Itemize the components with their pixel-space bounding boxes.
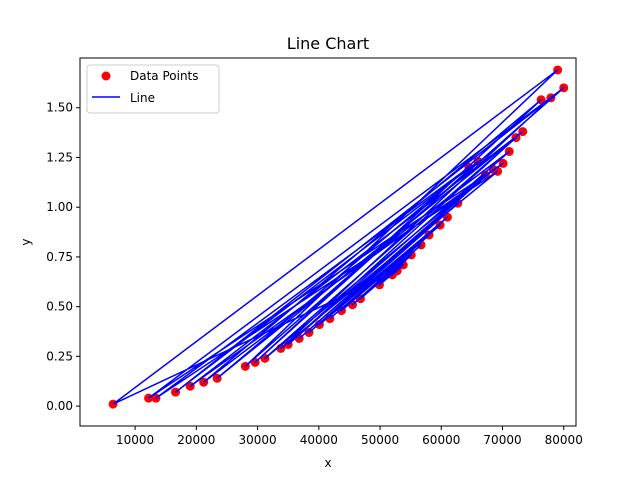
y-tick-label: 0.50 (46, 300, 73, 314)
legend-box (86, 64, 220, 114)
y-tick-label: 0.75 (46, 250, 73, 264)
x-axis-label: x (324, 456, 331, 470)
legend: Data Points Line (86, 64, 220, 114)
plot-frame (79, 57, 577, 427)
x-tick-label: 30000 (238, 433, 276, 447)
series-line (112, 69, 565, 405)
x-axis: 10000 20000 30000 40000 50000 60000 70000 80000 (116, 426, 583, 447)
y-tick-label: 1.25 (46, 150, 73, 164)
x-tick-label: 70000 (483, 433, 521, 447)
y-tick-label: 1.00 (46, 200, 73, 214)
y-tick-label: 0.25 (46, 349, 73, 363)
series-layer (108, 65, 569, 409)
legend-label-data-points: Data Points (130, 69, 199, 83)
legend-label-line: Line (130, 91, 155, 105)
legend-marker-data-points (101, 71, 111, 81)
y-axis-label: y (19, 238, 33, 245)
x-tick-label: 50000 (361, 433, 399, 447)
y-axis: 0.00 0.25 0.50 0.75 1.00 1.25 1.50 (46, 101, 80, 413)
x-tick-label: 80000 (545, 433, 583, 447)
x-tick-label: 20000 (177, 433, 215, 447)
x-tick-label: 10000 (116, 433, 154, 447)
x-tick-label: 60000 (422, 433, 460, 447)
y-tick-label: 1.50 (46, 101, 73, 115)
y-tick-label: 0.00 (46, 399, 73, 413)
chart-title: Line Chart (287, 34, 369, 53)
x-tick-label: 40000 (300, 433, 338, 447)
